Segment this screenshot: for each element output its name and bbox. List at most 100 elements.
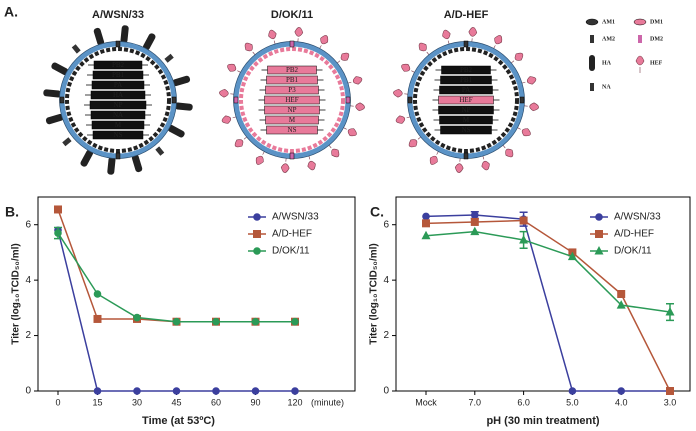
x-tick-label: 120 [287,397,302,407]
spike [142,33,156,51]
segment-label: PB2 [112,61,125,69]
legend-icon [590,83,594,91]
x-tick-label: 0 [55,397,60,407]
segment-label: NA [113,111,123,119]
x-tick-label: 90 [250,397,260,407]
segment-label: NP [462,106,471,114]
y-tick-label: 6 [25,219,31,230]
marker [133,387,141,395]
segment-label: PB1 [286,76,299,84]
legend-label: AM2 [602,36,615,42]
plot-frame [395,196,691,392]
spike [167,124,185,138]
legend-label: HEF [650,60,663,66]
segment [439,115,493,125]
panel-label: C. [370,204,384,220]
segment [265,85,319,95]
na-spike [71,44,81,54]
marker [212,317,220,326]
segment [438,95,494,105]
panel-label: A. [4,4,18,20]
segment-label: HA [113,91,123,99]
marker [616,300,626,309]
segment-label: PB1 [460,76,473,84]
marker [595,230,603,238]
y-tick-label: 4 [383,275,389,286]
legend-label: AM1 [602,19,615,25]
spike [107,156,116,175]
x-unit: (minute) [311,397,344,407]
ha-spike [93,27,105,46]
segment [266,125,318,135]
m2-channel [407,96,413,104]
m2-channel [345,96,351,104]
ha-spike [167,124,185,138]
y-tick-label: 2 [25,330,31,341]
x-tick-label: 5.0 [566,397,579,407]
segment [439,85,493,95]
m2-channel [115,40,121,48]
marker [666,387,674,395]
spike [71,44,81,54]
legend-label: A/WSN/33 [272,212,319,223]
m2-channel [233,96,239,104]
marker [253,230,261,238]
marker [93,290,102,298]
y-tick-label: 0 [383,386,389,397]
spike [131,154,143,173]
m2-channel [289,40,295,48]
m2-channel [115,152,121,160]
spike [155,146,165,156]
marker [212,387,220,395]
segment [264,105,320,115]
y-tick-label: 0 [25,386,31,397]
series-line [425,214,670,392]
marker [93,387,102,395]
segment-label: PB2 [286,66,299,74]
segment-label: PB1 [112,71,125,79]
series-line [425,230,671,313]
segment-label: PA [462,86,470,94]
segment [438,105,494,115]
segment-label: HEF [285,96,298,104]
series-line [57,209,295,323]
legend-icon [635,55,645,73]
ha-spike [174,102,193,111]
segment [264,95,320,105]
ha-spike [80,149,94,167]
segment [91,120,145,130]
legend-label: A/WSN/33 [614,212,661,223]
marker [665,307,675,316]
ha-spike [142,33,156,51]
segment-label: HEF [459,96,472,104]
segment-label: NS [114,131,123,139]
segment [266,75,318,85]
marker [421,230,431,240]
spike [51,62,69,76]
legend-label: D/OK/11 [614,246,652,257]
marker [422,219,430,228]
x-tick-label: 15 [92,397,102,407]
x-tick-label: 30 [132,397,142,407]
spike [174,102,193,111]
legend-label: HA [602,60,612,66]
segment-label: NP [288,106,297,114]
x-tick-label: Mock [415,397,437,407]
segment [440,125,492,135]
x-tick-label: 45 [171,397,181,407]
ha-spike [120,25,129,44]
y-axis-title: Titer (log₁₀TCID₅₀/ml) [369,243,380,344]
segment [441,65,491,75]
segment [90,110,146,120]
legend-label: D/OK/11 [272,246,310,257]
legend-label: DM1 [650,19,663,25]
ha-spike [51,62,69,76]
segment [90,90,146,100]
ha-spike [172,75,191,87]
m2-channel [463,152,469,160]
segment [93,60,143,70]
m2-channel [171,96,177,104]
spike [45,113,64,125]
marker [568,387,577,395]
na-spike [62,137,72,147]
